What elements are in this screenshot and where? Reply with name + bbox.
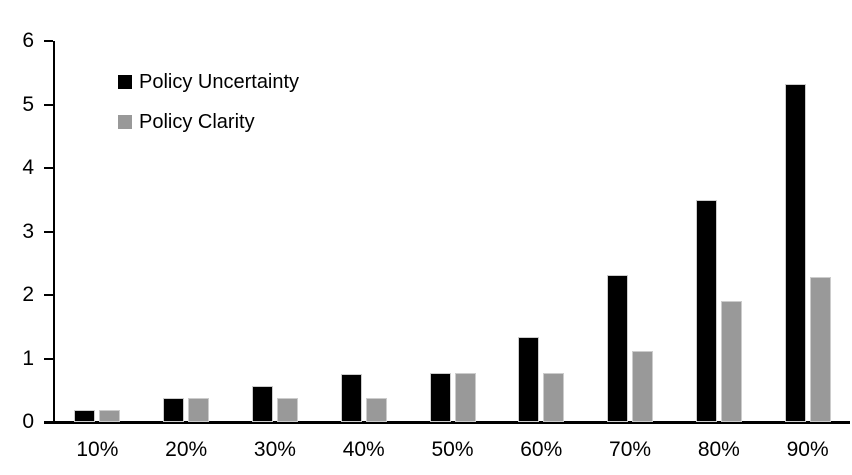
x-axis-category-label: 60% [520, 438, 563, 461]
legend-item-policy-uncertainty: Policy Uncertainty [118, 71, 299, 93]
x-axis-category-label: 90% [786, 438, 829, 461]
y-axis-tick-label: 3 [22, 219, 34, 243]
legend-item-policy-clarity: Policy Clarity [118, 111, 255, 133]
y-axis-tick [44, 294, 53, 296]
bar-policy-clarity-60 [543, 373, 564, 422]
bar-policy-clarity-70 [632, 351, 653, 422]
y-axis-tick-label: 1 [22, 346, 34, 370]
bar-policy-clarity-30 [277, 398, 298, 422]
y-axis-tick-label: 2 [22, 283, 34, 306]
x-axis-category-label: 20% [165, 438, 208, 461]
bar-policy-clarity-20 [188, 398, 209, 422]
bar-policy-uncertainty-70 [607, 275, 628, 422]
bar-policy-uncertainty-60 [518, 337, 539, 422]
x-axis-category-label: 40% [342, 438, 385, 461]
y-axis-line [53, 41, 55, 424]
x-axis-category-label: 50% [431, 438, 474, 461]
bar-policy-clarity-80 [721, 301, 742, 422]
y-axis-tick-label: 0 [22, 410, 34, 433]
y-axis-tick-label: 5 [22, 92, 34, 116]
x-axis-category-label: 30% [253, 438, 296, 461]
legend-swatch-policy-uncertainty [118, 75, 132, 89]
legend-swatch-policy-clarity [118, 115, 132, 129]
bar-policy-clarity-50 [455, 373, 476, 422]
legend-label-policy-uncertainty: Policy Uncertainty [139, 71, 300, 93]
y-axis-tick [44, 230, 53, 233]
bar-policy-clarity-90 [810, 277, 831, 422]
legend-label-policy-clarity: Policy Clarity [139, 111, 255, 133]
bar-policy-uncertainty-90 [785, 84, 806, 422]
bar-policy-clarity-10 [99, 410, 120, 422]
x-axis-category-label: 70% [609, 438, 652, 461]
y-axis-tick-label: 4 [22, 156, 34, 179]
x-axis-line [44, 421, 850, 424]
y-axis-tick-label: 6 [22, 29, 34, 52]
bar-policy-clarity-40 [366, 398, 387, 422]
bar-policy-uncertainty-50 [430, 373, 451, 422]
y-axis-tick [44, 167, 53, 169]
y-axis-tick [44, 103, 53, 106]
x-axis-category-label: 10% [76, 438, 119, 461]
y-axis-tick [44, 40, 53, 42]
bar-policy-uncertainty-10 [74, 410, 95, 422]
y-axis-tick [44, 421, 53, 423]
bar-policy-uncertainty-20 [163, 398, 184, 422]
x-axis-category-label: 80% [697, 438, 740, 461]
y-axis-tick [44, 357, 53, 360]
bar-policy-uncertainty-30 [252, 386, 273, 422]
bar-policy-uncertainty-80 [696, 200, 717, 422]
bar-policy-uncertainty-40 [341, 374, 362, 422]
